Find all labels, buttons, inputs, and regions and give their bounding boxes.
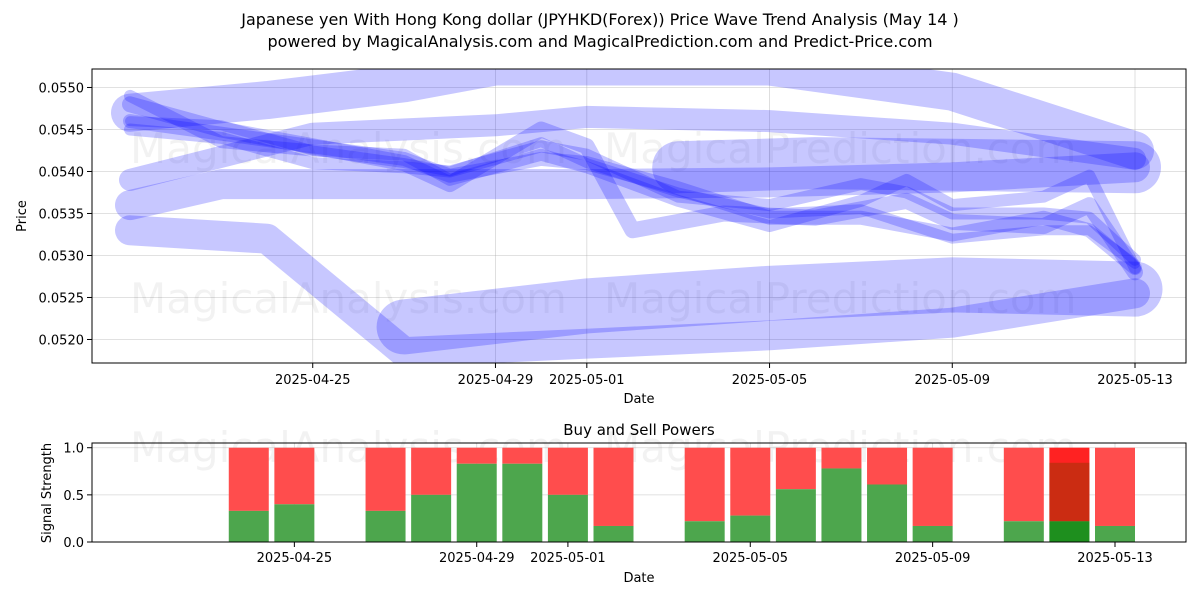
price-y-tick-label: 0.0540 xyxy=(39,165,85,180)
figure-title: Japanese yen With Hong Kong dollar (JPYH… xyxy=(240,10,959,29)
sell-bar xyxy=(1095,447,1135,526)
wave-band xyxy=(119,105,1146,191)
sell-bar xyxy=(547,447,588,495)
buy-bar xyxy=(821,468,862,542)
wave-band xyxy=(115,152,1150,221)
buy-sell-y-label: Signal Strength xyxy=(40,443,55,543)
buy-sell-plot-area xyxy=(92,443,1186,542)
buy-sell-chart: Buy and Sell Powers MagicalAnalysis.com … xyxy=(40,421,1187,586)
sell-bar xyxy=(821,447,862,469)
wave-band xyxy=(376,257,1163,355)
buy-sell-axes-frame xyxy=(91,442,1187,543)
price-y-tick-label: 0.0525 xyxy=(39,291,85,306)
overlap-bar-highlight xyxy=(1049,462,1090,522)
wave-band xyxy=(652,137,1161,194)
sell-bar xyxy=(684,447,725,522)
buy-sell-title: Buy and Sell Powers xyxy=(563,421,715,439)
buy-sell-x-tick-label: 2025-05-09 xyxy=(895,551,971,566)
price-axes-frame xyxy=(91,68,1187,364)
price-x-tick-label: 2025-05-13 xyxy=(1097,373,1173,388)
buy-sell-y-ticks: 0.0 0.5 1.0 xyxy=(63,442,92,551)
sell-bar xyxy=(274,447,315,505)
sell-bar xyxy=(730,447,771,516)
sell-bar xyxy=(411,447,452,495)
buy-sell-y-tick-label: 0.5 xyxy=(63,489,84,504)
buy-bar xyxy=(593,525,634,542)
watermark-analysis: MagicalAnalysis.com xyxy=(130,274,567,323)
buy-bar xyxy=(912,525,953,542)
price-y-tick-label: 0.0520 xyxy=(39,333,85,348)
sell-bar xyxy=(502,447,543,464)
buy-bar xyxy=(1003,521,1044,542)
price-x-label: Date xyxy=(623,392,654,407)
price-x-tick-label: 2025-04-25 xyxy=(275,373,351,388)
buy-sell-x-tick-label: 2025-05-13 xyxy=(1077,551,1153,566)
wave-band xyxy=(124,123,1141,266)
price-y-tick-label: 0.0530 xyxy=(39,249,85,264)
wave-bands xyxy=(111,69,1163,363)
price-y-ticks: 0.0520 0.0525 0.0530 0.0535 0.0540 0.0545 0.05… xyxy=(39,81,92,348)
wave-band xyxy=(125,116,1140,269)
buy-bar xyxy=(684,521,725,542)
buy-sell-bars xyxy=(228,447,1135,542)
price-y-tick-label: 0.0550 xyxy=(39,81,85,96)
price-wave-chart: MagicalAnalysis.com MagicalPrediction.co… xyxy=(15,68,1187,407)
buy-sell-x-ticks: 2025-04-25 2025-04-29 2025-05-01 2025-05-05… xyxy=(257,542,1153,566)
sell-bar xyxy=(867,447,908,485)
price-y-tick-label: 0.0545 xyxy=(39,123,85,138)
sell-bar xyxy=(456,447,497,464)
buy-sell-y-tick-label: 1.0 xyxy=(63,442,84,457)
wave-band xyxy=(124,89,1141,275)
buy-sell-x-label: Date xyxy=(623,571,654,586)
price-x-tick-label: 2025-05-09 xyxy=(914,373,990,388)
buy-bar xyxy=(502,463,543,542)
watermark-prediction: MagicalPrediction.com xyxy=(604,124,1077,173)
wave-band xyxy=(111,69,1154,170)
wave-band xyxy=(123,114,1142,276)
price-x-tick-label: 2025-05-01 xyxy=(549,373,625,388)
price-plot-area xyxy=(92,69,1186,363)
buy-bar xyxy=(365,510,406,542)
buy-bar xyxy=(775,489,816,542)
price-y-label: Price xyxy=(15,200,30,232)
sell-bar xyxy=(365,447,406,511)
watermark-prediction: MagicalPrediction.com xyxy=(604,274,1077,323)
buy-bar xyxy=(456,463,497,542)
sell-bar xyxy=(912,447,953,526)
buy-bar xyxy=(547,494,588,542)
sell-bar-highlight xyxy=(1049,447,1090,522)
buy-sell-x-tick-label: 2025-05-01 xyxy=(530,551,606,566)
price-grid xyxy=(92,69,1186,363)
buy-bar xyxy=(274,504,315,542)
buy-sell-x-tick-label: 2025-04-29 xyxy=(439,551,515,566)
buy-bar xyxy=(228,510,269,542)
wave-band xyxy=(122,96,1143,281)
buy-sell-y-tick-label: 0.0 xyxy=(63,536,84,551)
price-x-tick-label: 2025-05-05 xyxy=(732,373,808,388)
buy-bar xyxy=(411,494,452,542)
wave-band xyxy=(115,215,1150,363)
sell-bar xyxy=(593,447,634,526)
sell-bar xyxy=(1003,447,1044,522)
sell-bar xyxy=(775,447,816,490)
buy-bar-highlight xyxy=(1049,521,1090,542)
figure-subtitle: powered by MagicalAnalysis.com and Magic… xyxy=(267,32,932,51)
sell-bar xyxy=(228,447,269,511)
price-x-ticks: 2025-04-25 2025-04-29 2025-05-01 2025-05-05… xyxy=(275,363,1173,388)
price-x-tick-label: 2025-04-29 xyxy=(458,373,534,388)
watermark-analysis: MagicalAnalysis.com xyxy=(130,124,567,173)
watermark-analysis: MagicalAnalysis.com xyxy=(130,423,567,472)
buy-bar xyxy=(730,515,771,542)
buy-bar xyxy=(1095,525,1135,542)
price-watermarks: MagicalAnalysis.com MagicalPrediction.co… xyxy=(130,124,1077,323)
buy-sell-x-tick-label: 2025-05-05 xyxy=(712,551,788,566)
buy-sell-x-tick-label: 2025-04-25 xyxy=(257,551,333,566)
buy-bar xyxy=(867,484,908,542)
price-y-tick-label: 0.0535 xyxy=(39,207,85,222)
